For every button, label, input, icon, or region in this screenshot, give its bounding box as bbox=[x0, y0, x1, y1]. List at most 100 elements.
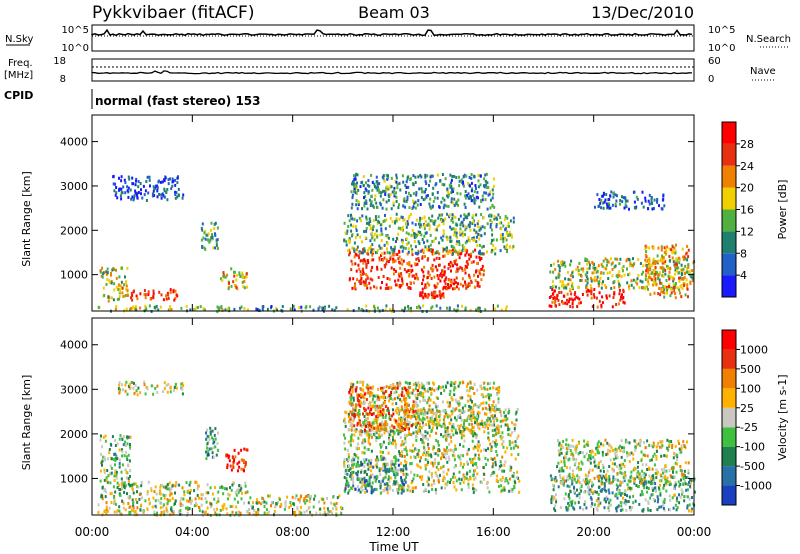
power-cell bbox=[347, 238, 350, 242]
power-cell bbox=[595, 278, 598, 282]
velocity-cell bbox=[415, 425, 417, 429]
velocity-cell bbox=[367, 406, 370, 410]
power-cell bbox=[429, 179, 432, 183]
power-cell bbox=[165, 294, 167, 298]
velocity-cell bbox=[418, 384, 421, 388]
velocity-cell bbox=[415, 383, 418, 387]
velocity-cell bbox=[509, 441, 512, 445]
power-cell bbox=[644, 253, 647, 257]
velocity-cell bbox=[417, 393, 420, 396]
power-cell bbox=[552, 262, 555, 266]
power-cell bbox=[683, 276, 686, 280]
velocity-cell bbox=[404, 409, 407, 413]
power-cell bbox=[552, 284, 555, 288]
power-cell bbox=[418, 187, 421, 191]
velocity-cell bbox=[133, 382, 135, 385]
velocity-cell bbox=[122, 388, 124, 392]
power-cell bbox=[558, 273, 561, 277]
velocity-cell bbox=[205, 491, 208, 495]
power-cell bbox=[505, 305, 508, 309]
power-cell bbox=[396, 186, 399, 190]
power-cell bbox=[355, 229, 358, 232]
power-cell bbox=[465, 239, 468, 243]
power-cell bbox=[442, 285, 445, 289]
power-cell bbox=[366, 274, 369, 278]
velocity-cell bbox=[466, 399, 469, 403]
velocity-cell bbox=[355, 462, 358, 466]
power-cell bbox=[438, 213, 441, 217]
velocity-cell bbox=[175, 386, 178, 390]
power-cell bbox=[376, 265, 379, 269]
velocity-cell bbox=[423, 451, 426, 455]
velocity-cell bbox=[244, 481, 247, 485]
power-cell bbox=[395, 195, 398, 199]
velocity-cell bbox=[205, 457, 208, 461]
power-cell bbox=[617, 302, 620, 306]
power-cell bbox=[233, 270, 235, 274]
velocity-cell bbox=[289, 504, 292, 507]
power-cell bbox=[359, 273, 362, 277]
velocity-cell bbox=[127, 435, 130, 439]
power-cell bbox=[578, 272, 580, 276]
power-cell bbox=[569, 273, 572, 277]
power-cell bbox=[446, 238, 449, 241]
power-cell bbox=[600, 303, 603, 307]
velocity-cell bbox=[365, 430, 368, 434]
velocity-cell bbox=[366, 433, 369, 437]
velocity-cell bbox=[129, 483, 132, 487]
power-cell bbox=[353, 184, 356, 188]
velocity-cell bbox=[389, 418, 392, 421]
power-cell bbox=[458, 240, 461, 244]
velocity-cell bbox=[126, 492, 128, 496]
power-cell bbox=[481, 225, 484, 229]
velocity-cell bbox=[396, 423, 399, 427]
velocity-cell bbox=[359, 429, 362, 433]
velocity-cell bbox=[421, 475, 424, 479]
velocity-cell bbox=[438, 418, 441, 422]
velocity-cell bbox=[375, 426, 378, 430]
velocity-cell bbox=[466, 460, 469, 464]
velocity-cell bbox=[367, 391, 370, 395]
velocity-cell bbox=[263, 511, 266, 515]
power-cell bbox=[359, 259, 362, 263]
power-cell bbox=[401, 227, 403, 231]
power-cell bbox=[375, 286, 378, 290]
power-cell bbox=[369, 204, 372, 207]
velocity-cell bbox=[370, 435, 373, 439]
power-cell bbox=[623, 301, 626, 305]
velocity-cell bbox=[388, 393, 391, 397]
power-cell bbox=[422, 296, 425, 300]
velocity-cell bbox=[490, 393, 492, 397]
power-cell bbox=[139, 292, 142, 296]
power-cell bbox=[638, 286, 641, 290]
velocity-cell bbox=[445, 413, 448, 417]
velocity-cell bbox=[129, 445, 131, 449]
velocity-cell bbox=[358, 403, 361, 407]
velocity-cell bbox=[426, 401, 429, 405]
velocity-cell bbox=[174, 499, 177, 503]
velocity-cell bbox=[359, 419, 361, 423]
power-cell bbox=[446, 287, 449, 291]
velocity-cell bbox=[396, 488, 398, 492]
power-cell bbox=[411, 234, 414, 238]
velocity-cell bbox=[469, 477, 472, 481]
power-cell bbox=[486, 250, 488, 254]
velocity-cell bbox=[424, 487, 427, 491]
velocity-cell bbox=[160, 501, 163, 505]
velocity-cell bbox=[403, 413, 406, 417]
velocity-cell bbox=[140, 503, 143, 507]
velocity-cell bbox=[424, 464, 427, 468]
power-cell bbox=[352, 183, 355, 186]
power-cell bbox=[419, 291, 422, 295]
power-cell bbox=[464, 206, 467, 209]
power-cell bbox=[639, 279, 642, 283]
power-cell bbox=[443, 272, 446, 276]
power-cell bbox=[361, 272, 364, 276]
velocity-cell bbox=[406, 415, 409, 419]
velocity-cell bbox=[421, 409, 423, 413]
power-cell bbox=[378, 256, 381, 260]
velocity-cell bbox=[427, 483, 430, 487]
velocity-cell bbox=[415, 435, 417, 439]
velocity-cell bbox=[494, 463, 497, 467]
velocity-cell bbox=[160, 510, 163, 514]
